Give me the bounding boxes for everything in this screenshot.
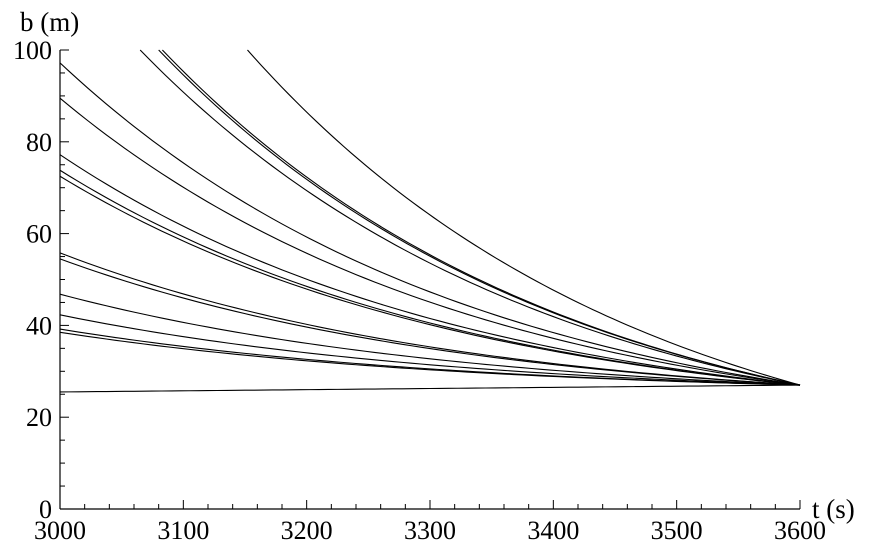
y-tick-label: 20: [26, 403, 52, 432]
series-line-13: [139, 49, 801, 386]
series-line-3: [59, 328, 801, 386]
x-tick-label: 3200: [281, 516, 333, 545]
x-tick-label: 3000: [34, 516, 86, 545]
x-tick-label: 3100: [157, 516, 209, 545]
x-tick-label: 3400: [527, 516, 579, 545]
series-lines: [59, 49, 801, 393]
series-line-12: [59, 62, 801, 386]
series-line-7: [59, 252, 801, 386]
x-tick-label: 3600: [774, 516, 826, 545]
tick-labels: 3000 3100 3200 3300 3400 3500 3600 0 20 40 60 80 100: [13, 36, 826, 545]
x-tick-label: 3500: [651, 516, 703, 545]
x-axis-label: t (s): [812, 494, 855, 524]
series-line-8: [59, 175, 801, 386]
series-line-4: [59, 314, 801, 386]
ticks: [59, 49, 801, 510]
series-line-15: [161, 49, 801, 386]
series-line-16: [247, 49, 801, 386]
x-tick-label: 3300: [404, 516, 456, 545]
y-tick-label: 40: [26, 311, 52, 340]
series-line-11: [59, 97, 801, 386]
y-axis-label: b (m): [20, 7, 79, 37]
y-tick-label: 60: [26, 220, 52, 249]
y-tick-label: 0: [39, 495, 52, 524]
series-line-6: [59, 258, 801, 386]
y-tick-label: 100: [13, 36, 52, 65]
series-line-1: [59, 384, 801, 393]
axes: [59, 50, 800, 510]
y-tick-label: 80: [26, 128, 52, 157]
series-line-10: [59, 154, 801, 386]
series-line-9: [59, 169, 801, 386]
series-line-5: [59, 293, 801, 386]
